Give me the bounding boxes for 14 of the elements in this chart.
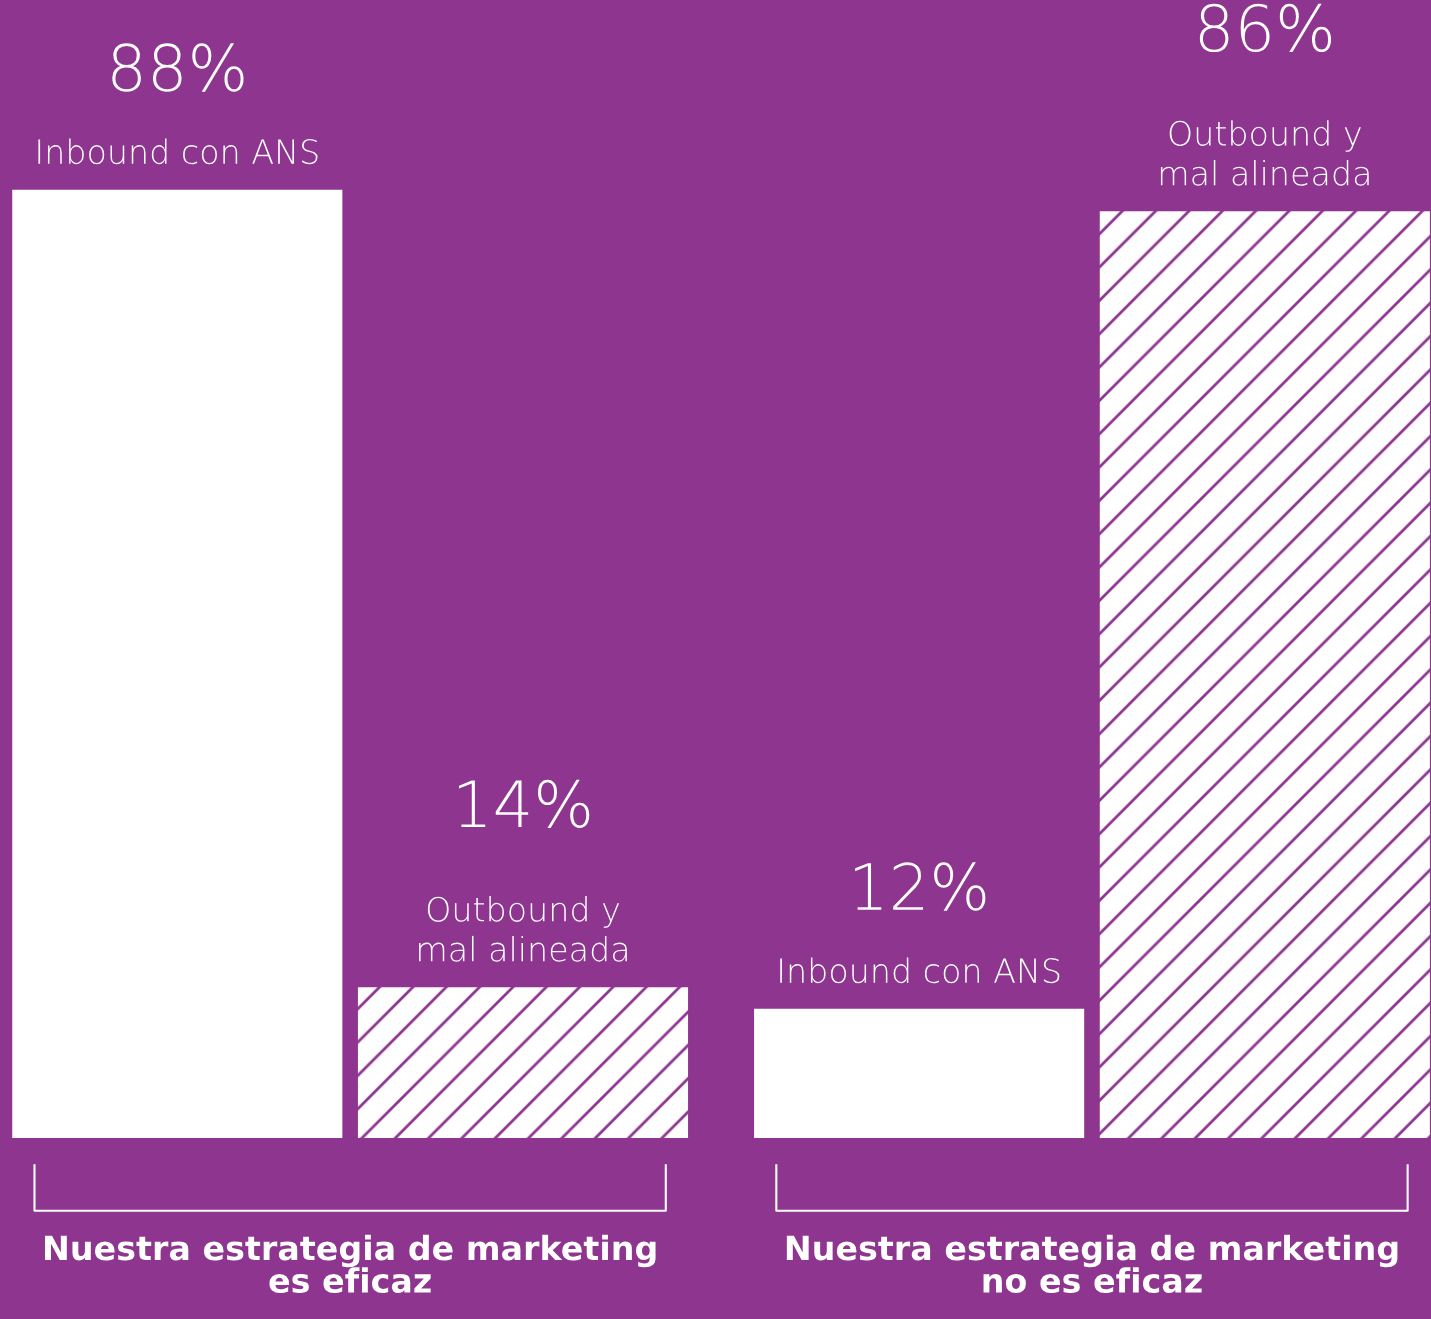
text: Outbound y mal alineada [1160,120,1369,186]
data-label: 12% [855,862,986,911]
bar [754,1008,1085,1138]
series-label: Inbound con ANS [780,957,1060,984]
data-label: 14% [459,779,590,829]
x-tick-label: Nuestra estrategia de marketing es eficaz [45,1234,656,1294]
bar [12,189,343,1138]
bar [357,987,689,1138]
bar [1099,211,1430,1138]
x-tick-label: Nuestra estrategia de marketing no es eficaz [786,1234,1398,1294]
series-label: Outbound y mal alineada [419,896,627,962]
data-label: 88% [112,43,244,92]
data-label: 86% [1199,3,1332,53]
text: Inbound con ANS [38,138,318,165]
